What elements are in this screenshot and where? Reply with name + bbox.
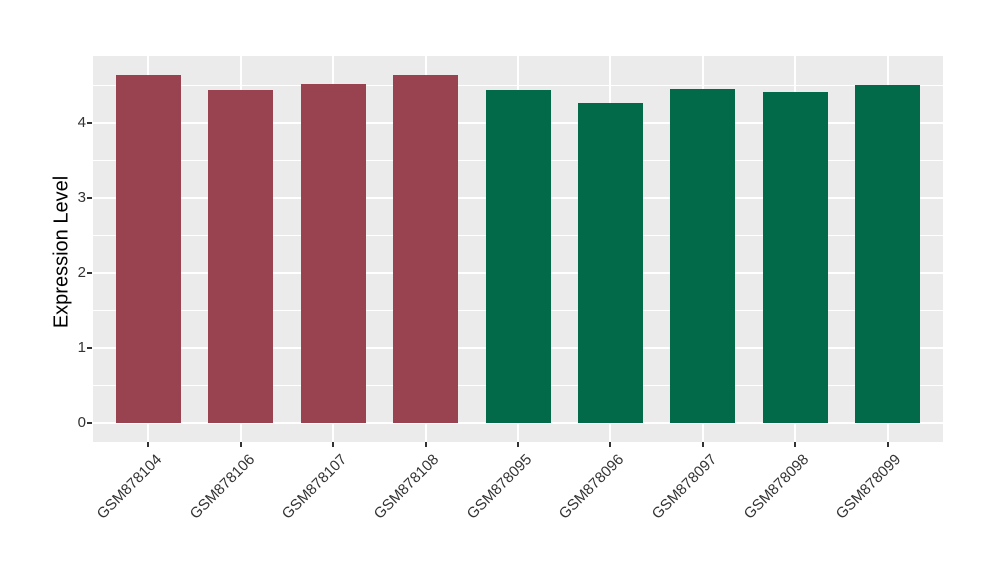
y-tick-label: 2	[77, 264, 86, 282]
x-tick-mark	[332, 442, 335, 447]
y-tick-mark	[87, 347, 92, 350]
x-tick-label-GSM878108: GSM878108	[371, 451, 443, 523]
y-tick-label: 4	[77, 114, 86, 132]
y-tick-mark	[87, 422, 92, 425]
x-tick-label-GSM878098: GSM878098	[740, 451, 813, 523]
bar-GSM878107	[300, 84, 366, 424]
x-tick-mark	[794, 442, 797, 447]
bar-GSM878104	[115, 74, 181, 424]
bar-GSM878096	[577, 103, 643, 424]
y-tick-label: 1	[77, 339, 86, 357]
y-tick-mark	[87, 272, 92, 275]
bar-GSM878098	[762, 91, 828, 424]
x-tick-mark	[517, 442, 519, 447]
x-tick-mark	[886, 442, 889, 447]
x-tick-label-GSM878107: GSM878107	[278, 451, 351, 523]
x-tick-mark	[424, 442, 427, 447]
x-tick-label-GSM878104: GSM878104	[93, 451, 166, 523]
y-tick-label: 0	[77, 414, 86, 432]
bar-GSM878106	[208, 90, 274, 424]
y-tick-label: 3	[77, 189, 86, 207]
y-tick-mark	[87, 122, 92, 125]
x-tick-label-GSM878097: GSM878097	[648, 451, 720, 523]
x-tick-label-GSM878106: GSM878106	[186, 451, 258, 523]
bar-GSM878108	[393, 74, 459, 424]
x-tick-label-GSM878099: GSM878099	[833, 451, 905, 523]
bar-GSM878095	[485, 89, 551, 424]
x-tick-mark	[147, 442, 150, 447]
y-tick-mark	[87, 197, 92, 200]
x-tick-label-GSM878095: GSM878095	[463, 451, 536, 523]
plot-panel	[93, 56, 943, 442]
x-tick-mark	[609, 442, 612, 447]
x-tick-mark	[701, 442, 704, 447]
bar-GSM878099	[855, 85, 921, 424]
bar-GSM878097	[670, 88, 736, 424]
x-tick-mark	[239, 442, 242, 447]
x-tick-label-GSM878096: GSM878096	[555, 451, 628, 523]
